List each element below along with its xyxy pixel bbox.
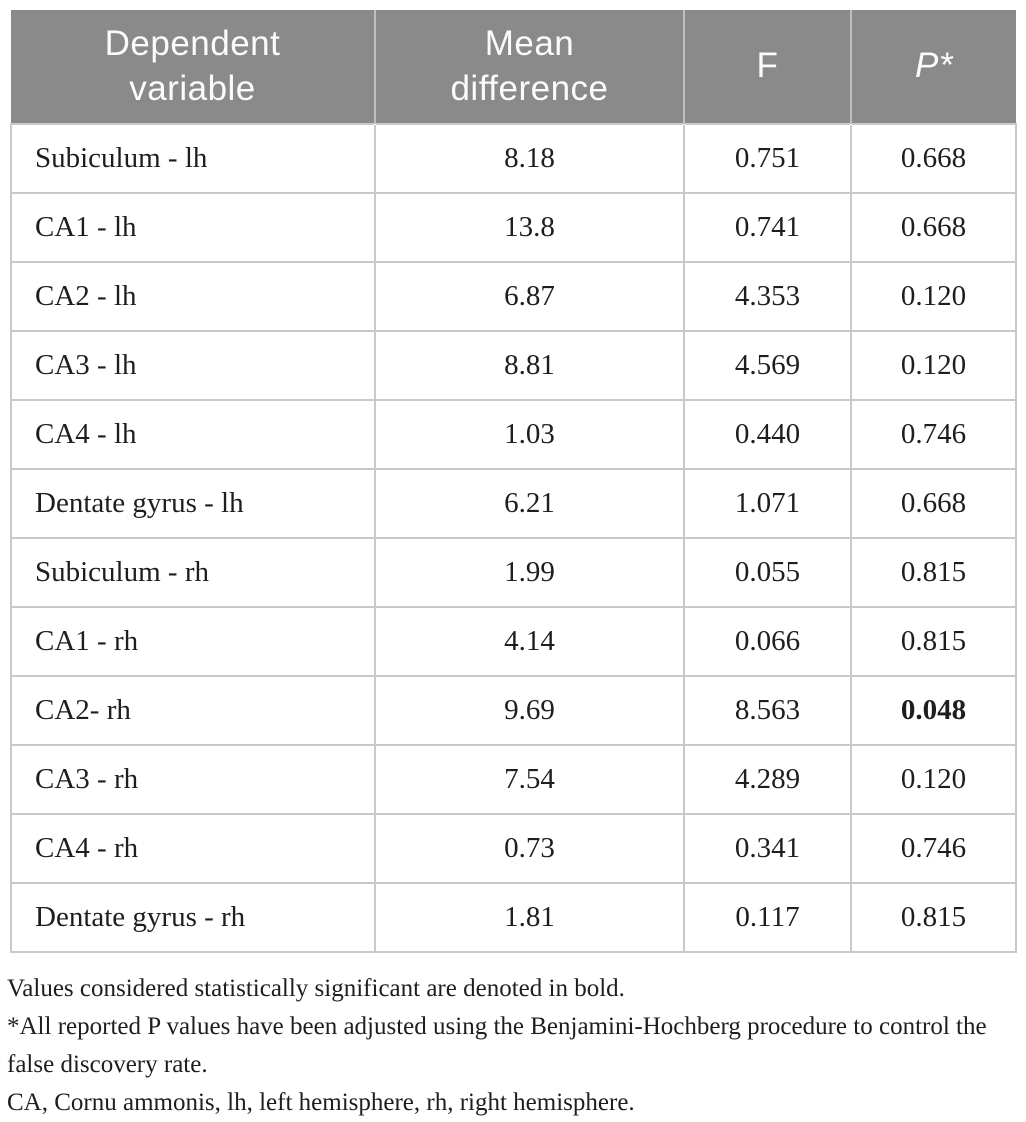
table-row: Dentate gyrus - lh 6.21 1.071 0.668 (10, 468, 1017, 539)
table-header: Dependent variable Mean difference F P* (11, 10, 1016, 124)
footnote-abbreviations: CA, Cornu ammonis, lh, left hemisphere, … (7, 1089, 635, 1116)
cell-p-value: 0.048 (850, 675, 1017, 746)
cell-dependent-variable: CA4 - rh (10, 813, 376, 884)
cell-dependent-variable: CA4 - lh (10, 399, 376, 470)
cell-mean-difference: 1.03 (374, 399, 685, 470)
cell-f-value: 0.055 (683, 537, 852, 608)
cell-f-value: 0.440 (683, 399, 852, 470)
cell-f-value: 0.066 (683, 606, 852, 677)
cell-p-value: 0.668 (850, 468, 1017, 539)
cell-f-value: 0.741 (683, 192, 852, 263)
cell-mean-difference: 4.14 (374, 606, 685, 677)
footnote-p-adjustment: *All reported P values have been adjuste… (7, 1013, 987, 1078)
cell-p-value: 0.815 (850, 537, 1017, 608)
cell-p-value: 0.120 (850, 261, 1017, 332)
cell-mean-difference: 6.87 (374, 261, 685, 332)
cell-f-value: 1.071 (683, 468, 852, 539)
table-footnotes: Values considered statistically signific… (7, 970, 1023, 1122)
table-row: CA4 - lh 1.03 0.440 0.746 (10, 399, 1017, 470)
table-row: CA1 - rh 4.14 0.066 0.815 (10, 606, 1017, 677)
cell-mean-difference: 13.8 (374, 192, 685, 263)
cell-mean-difference: 9.69 (374, 675, 685, 746)
cell-f-value: 0.341 (683, 813, 852, 884)
cell-f-value: 0.117 (683, 882, 852, 953)
cell-dependent-variable: CA2- rh (10, 675, 376, 746)
table-row: Subiculum - lh 8.18 0.751 0.668 (10, 123, 1017, 194)
cell-mean-difference: 1.81 (374, 882, 685, 953)
cell-mean-difference: 7.54 (374, 744, 685, 815)
footnote-significance: Values considered statistically signific… (7, 975, 625, 1002)
cell-dependent-variable: CA1 - rh (10, 606, 376, 677)
table-row: Subiculum - rh 1.99 0.055 0.815 (10, 537, 1017, 608)
table-row: CA2- rh 9.69 8.563 0.048 (10, 675, 1017, 746)
cell-p-value: 0.668 (850, 123, 1017, 194)
cell-mean-difference: 8.81 (374, 330, 685, 401)
header-row: Dependent variable Mean difference F P* (11, 10, 1016, 124)
cell-f-value: 8.563 (683, 675, 852, 746)
cell-mean-difference: 8.18 (374, 123, 685, 194)
cell-dependent-variable: CA1 - lh (10, 192, 376, 263)
table-row: Dentate gyrus - rh 1.81 0.117 0.815 (10, 882, 1017, 953)
column-header-p: P* (850, 10, 1016, 124)
cell-dependent-variable: CA2 - lh (10, 261, 376, 332)
table-row: CA2 - lh 6.87 4.353 0.120 (10, 261, 1017, 332)
column-header-dependent-variable: Dependent variable (11, 10, 375, 124)
cell-p-value: 0.815 (850, 606, 1017, 677)
cell-f-value: 4.569 (683, 330, 852, 401)
cell-mean-difference: 0.73 (374, 813, 685, 884)
column-header-f: F (683, 10, 851, 124)
cell-p-value: 0.746 (850, 399, 1017, 470)
anova-results-table: Dependent variable Mean difference F P* … (10, 10, 1017, 953)
cell-dependent-variable: Dentate gyrus - lh (10, 468, 376, 539)
cell-dependent-variable: Dentate gyrus - rh (10, 882, 376, 953)
table-row: CA4 - rh 0.73 0.341 0.746 (10, 813, 1017, 884)
cell-dependent-variable: Subiculum - rh (10, 537, 376, 608)
table-body: Subiculum - lh 8.18 0.751 0.668 CA1 - lh… (10, 123, 1017, 953)
cell-mean-difference: 1.99 (374, 537, 685, 608)
table-row: CA3 - lh 8.81 4.569 0.120 (10, 330, 1017, 401)
cell-f-value: 0.751 (683, 123, 852, 194)
cell-p-value: 0.746 (850, 813, 1017, 884)
table-row: CA1 - lh 13.8 0.741 0.668 (10, 192, 1017, 263)
cell-p-value: 0.120 (850, 744, 1017, 815)
cell-p-value: 0.668 (850, 192, 1017, 263)
cell-p-value: 0.815 (850, 882, 1017, 953)
cell-p-value: 0.120 (850, 330, 1017, 401)
column-header-mean-difference: Mean difference (374, 10, 684, 124)
cell-f-value: 4.353 (683, 261, 852, 332)
table-row: CA3 - rh 7.54 4.289 0.120 (10, 744, 1017, 815)
cell-dependent-variable: CA3 - rh (10, 744, 376, 815)
cell-mean-difference: 6.21 (374, 468, 685, 539)
cell-f-value: 4.289 (683, 744, 852, 815)
cell-dependent-variable: CA3 - lh (10, 330, 376, 401)
cell-dependent-variable: Subiculum - lh (10, 123, 376, 194)
